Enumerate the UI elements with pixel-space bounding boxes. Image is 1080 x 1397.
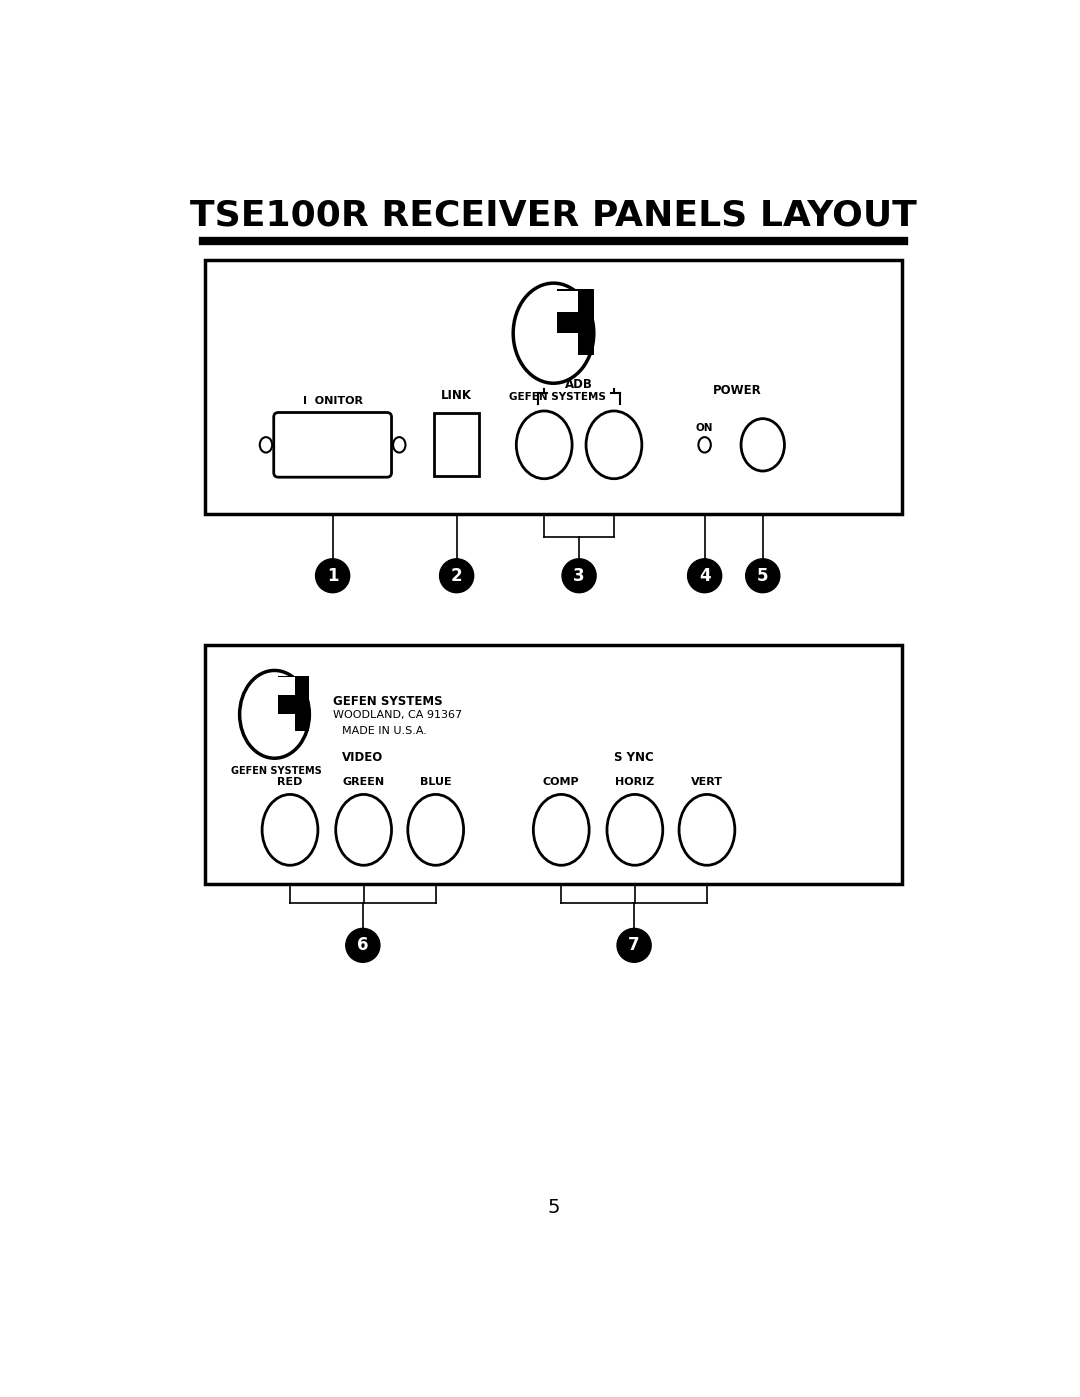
Text: 7: 7 bbox=[629, 936, 640, 954]
Text: GEFEN SYSTEMS: GEFEN SYSTEMS bbox=[333, 696, 442, 708]
Text: 4: 4 bbox=[699, 567, 711, 585]
Text: 2: 2 bbox=[450, 567, 462, 585]
Ellipse shape bbox=[440, 559, 474, 592]
Bar bbox=[434, 414, 480, 476]
Text: LINK: LINK bbox=[441, 390, 472, 402]
Text: S YNC: S YNC bbox=[615, 750, 654, 764]
Bar bbox=[274, 714, 296, 732]
Text: ADB: ADB bbox=[565, 379, 593, 391]
Ellipse shape bbox=[617, 929, 651, 963]
Text: TSE100R RECEIVER PANELS LAYOUT: TSE100R RECEIVER PANELS LAYOUT bbox=[190, 198, 917, 232]
Text: WOODLAND, CA 91367: WOODLAND, CA 91367 bbox=[333, 711, 462, 721]
Bar bbox=[272, 676, 309, 731]
Text: VERT: VERT bbox=[691, 777, 723, 787]
Text: VIDEO: VIDEO bbox=[342, 750, 383, 764]
FancyBboxPatch shape bbox=[273, 412, 392, 478]
Text: HORIZ: HORIZ bbox=[616, 777, 654, 787]
Text: MADE IN U.S.A.: MADE IN U.S.A. bbox=[342, 726, 427, 736]
Text: GEFEN SYSTEMS: GEFEN SYSTEMS bbox=[509, 393, 606, 402]
Ellipse shape bbox=[315, 559, 350, 592]
Text: 5: 5 bbox=[757, 567, 769, 585]
Text: 3: 3 bbox=[573, 567, 585, 585]
Bar bbox=[551, 289, 594, 355]
Bar bbox=[554, 334, 578, 355]
Ellipse shape bbox=[688, 559, 721, 592]
Text: COMP: COMP bbox=[543, 777, 580, 787]
Text: POWER: POWER bbox=[713, 384, 761, 397]
Text: RED: RED bbox=[278, 777, 302, 787]
Text: 6: 6 bbox=[357, 936, 368, 954]
Bar bbox=[205, 260, 902, 514]
Ellipse shape bbox=[346, 929, 380, 963]
Text: ON: ON bbox=[696, 422, 714, 433]
Bar bbox=[274, 678, 296, 696]
Text: GEFEN SYSTEMS: GEFEN SYSTEMS bbox=[231, 766, 322, 775]
Bar bbox=[205, 645, 902, 884]
Bar bbox=[551, 289, 557, 355]
Text: 5: 5 bbox=[548, 1197, 559, 1217]
Bar bbox=[554, 291, 578, 313]
Ellipse shape bbox=[562, 559, 596, 592]
Text: GREEN: GREEN bbox=[342, 777, 384, 787]
Text: BLUE: BLUE bbox=[420, 777, 451, 787]
Text: 1: 1 bbox=[327, 567, 338, 585]
Ellipse shape bbox=[745, 559, 780, 592]
Text: I  ONITOR: I ONITOR bbox=[302, 397, 363, 407]
Bar bbox=[272, 676, 279, 731]
